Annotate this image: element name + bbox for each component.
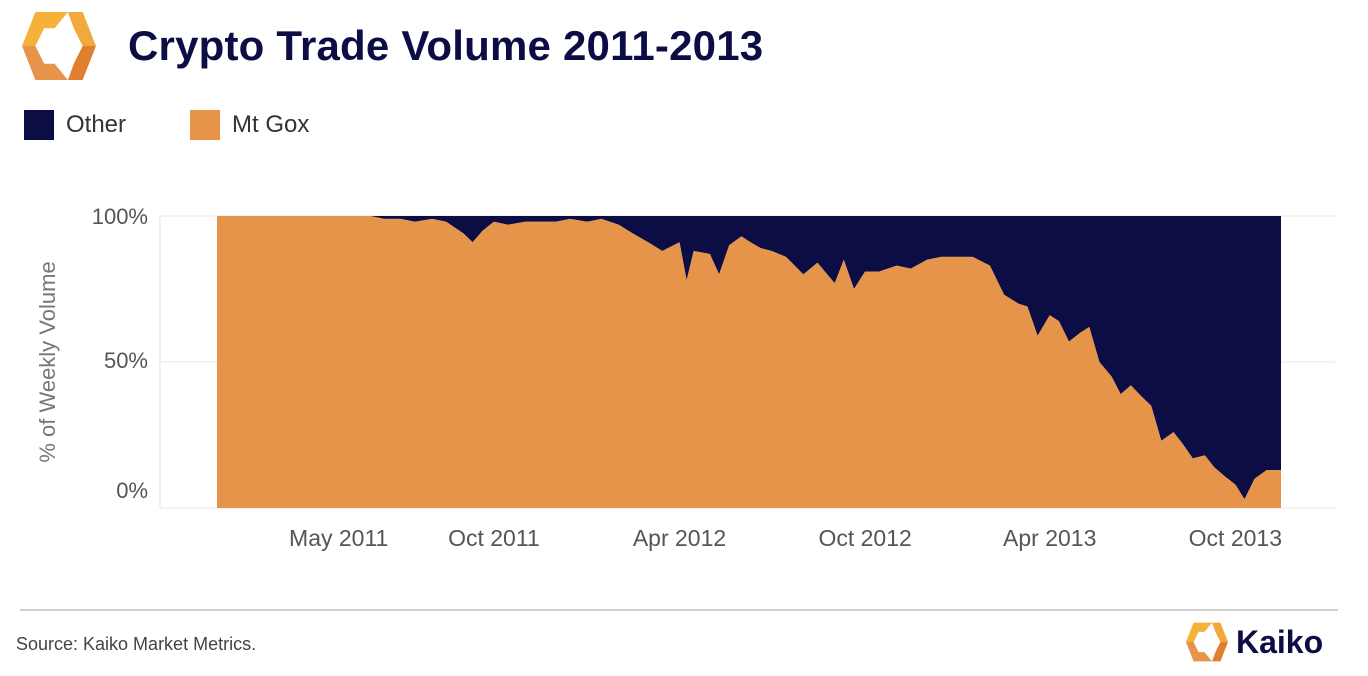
chart-legend: Other Mt Gox [24,110,373,140]
series-area-other [217,216,1281,500]
kaiko-logo-icon [1186,622,1228,662]
source-note: Source: Kaiko Market Metrics. [16,634,257,654]
series-area-mt-gox [217,216,1281,508]
footer-divider [20,609,1338,611]
x-tick-label: Oct 2013 [1189,525,1282,551]
x-tick-label: Oct 2011 [448,525,540,551]
chart-areas [217,216,1281,508]
x-axis-ticks: May 2011 Oct 2011 Apr 2012 Oct 2012 Apr 2013… [289,525,1282,551]
kaiko-logo-icon [22,12,96,80]
x-tick-label: Apr 2013 [1003,525,1096,551]
y-tick-label: 100% [92,204,148,229]
legend-label-other: Other [66,111,127,138]
y-tick-label: 50% [104,348,148,373]
legend-swatch-mt-gox [190,110,221,140]
brand-mark: Kaiko [1186,622,1323,662]
y-tick-label: 0% [116,478,148,503]
legend-label-mt-gox: Mt Gox [232,111,310,138]
legend-item-other: Other [24,110,126,140]
y-axis-ticks: 0% 50% 100% [92,204,148,503]
x-tick-label: May 2011 [289,525,388,551]
x-tick-label: Apr 2012 [633,525,726,551]
stacked-area-chart: 0% 50% 100% May 2011 Oct 2011 Apr 2012 Oct 20… [35,204,1335,551]
brand-name: Kaiko [1236,623,1324,660]
chart-title: Crypto Trade Volume 2011-2013 [128,22,764,69]
y-axis-label: % of Weekly Volume [35,261,60,462]
legend-swatch-other [24,110,54,140]
legend-item-mt-gox: Mt Gox [190,110,309,140]
x-tick-label: Oct 2012 [818,525,911,551]
